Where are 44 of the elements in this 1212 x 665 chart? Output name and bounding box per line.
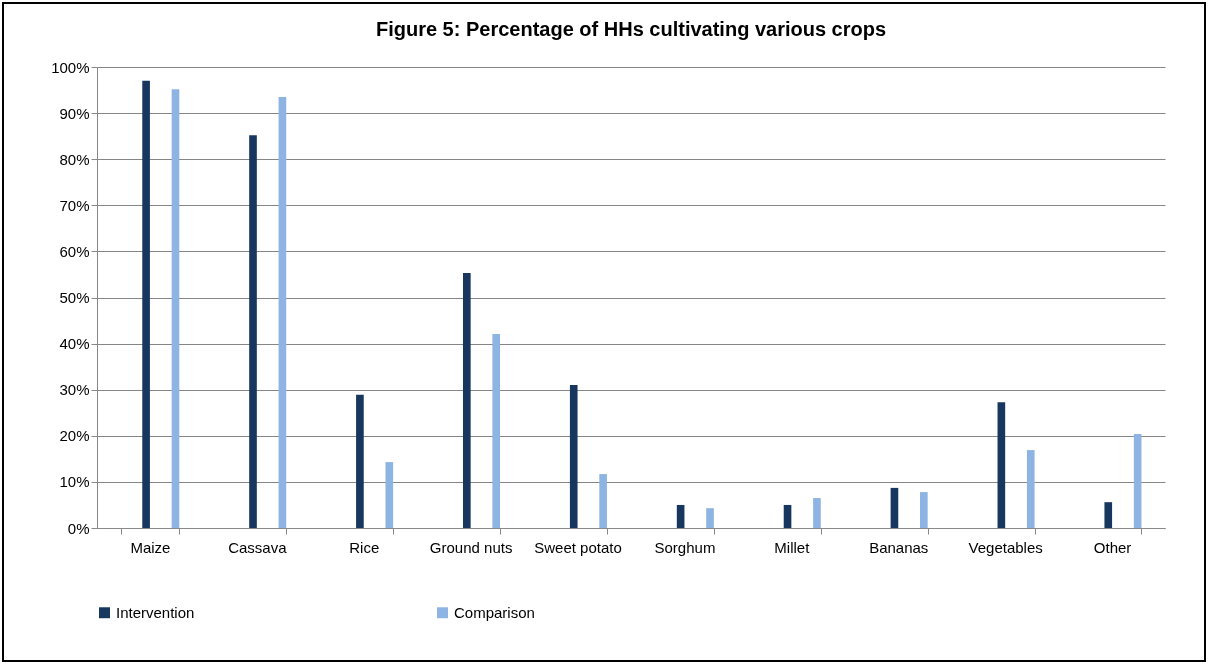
- bar: [142, 80, 150, 528]
- y-tick-label: 30%: [59, 381, 90, 399]
- y-tick-label: 100%: [51, 58, 90, 76]
- bar: [997, 402, 1006, 528]
- y-tick-label: 50%: [59, 289, 90, 306]
- y-tick-label: 40%: [59, 335, 90, 353]
- bar: [249, 135, 257, 528]
- bar: [706, 508, 714, 528]
- bar: [813, 498, 821, 528]
- bar: [278, 96, 287, 528]
- x-tick-label: Cassava: [228, 538, 288, 556]
- x-tick-label: Other: [1093, 538, 1132, 556]
- bar: [463, 273, 471, 528]
- bar: [171, 89, 180, 528]
- bar: [492, 333, 501, 528]
- y-tick-label: 10%: [59, 473, 90, 491]
- legend-label: Comparison: [454, 603, 535, 621]
- y-tick-label: 0%: [67, 519, 90, 537]
- y-tick-label: 90%: [59, 104, 90, 122]
- x-tick-label: Bananas: [869, 538, 929, 556]
- bar: [569, 385, 578, 528]
- bar: [890, 487, 899, 528]
- y-tick-label: 70%: [59, 196, 90, 214]
- bar: [676, 504, 685, 528]
- bar: [599, 474, 607, 528]
- x-tick-label: Sweet potato: [534, 538, 622, 556]
- bar: [356, 394, 364, 528]
- x-tick-label: Maize: [130, 538, 171, 556]
- y-tick-label: 80%: [59, 150, 90, 168]
- x-tick-label: Millet: [774, 538, 811, 556]
- x-tick-label: Vegetables: [968, 538, 1043, 556]
- legend-label: Intervention: [116, 603, 195, 621]
- y-tick-label: 60%: [59, 242, 90, 260]
- bar: [1026, 450, 1035, 528]
- y-tick-label: 20%: [59, 427, 90, 445]
- x-tick-label: Rice: [349, 538, 380, 556]
- x-tick-label: Sorghum: [654, 538, 716, 556]
- bar: [385, 462, 394, 528]
- bar: [783, 504, 792, 528]
- chart-title: Figure 5: Percentage of HHs cultivating various crops: [375, 18, 887, 40]
- bar: [1104, 502, 1113, 528]
- bar: [1133, 433, 1142, 528]
- x-tick-label: Ground nuts: [429, 538, 513, 556]
- bar: [920, 492, 928, 528]
